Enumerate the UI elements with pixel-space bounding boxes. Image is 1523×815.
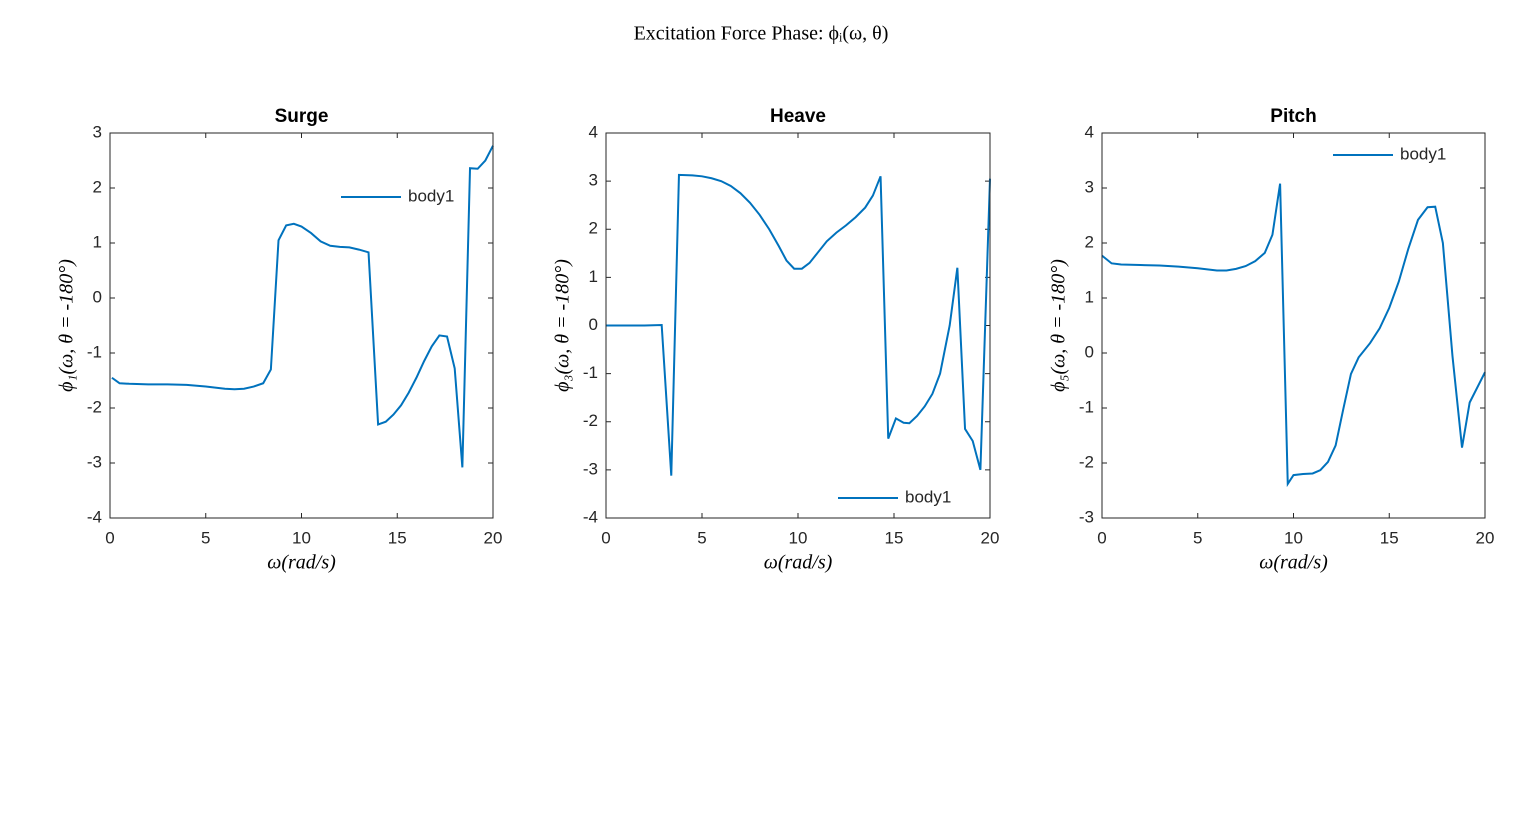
y-tick-label: -1 <box>87 342 102 361</box>
y-tick-label: 1 <box>93 232 102 251</box>
y-tick-label: 1 <box>1085 287 1094 306</box>
x-axis-label: ω(rad/s) <box>267 552 336 574</box>
x-tick-label: 0 <box>1097 528 1106 547</box>
y-tick-label: 0 <box>589 315 598 334</box>
data-line <box>1101 183 1486 488</box>
x-axis-label: ω(rad/s) <box>764 552 833 574</box>
figure-title: Excitation Force Phase: ϕᵢ(ω, θ) <box>634 23 889 45</box>
x-tick-label: 0 <box>601 528 610 547</box>
y-tick-label: -1 <box>583 363 598 382</box>
y-tick-label: 2 <box>93 177 102 196</box>
axes-box <box>1101 132 1486 519</box>
x-tick-label: 15 <box>1380 528 1399 547</box>
y-tick-label: -3 <box>1079 507 1094 526</box>
x-tick-label: 10 <box>789 528 808 547</box>
data-line <box>606 173 991 476</box>
y-tick-label: -3 <box>583 459 598 478</box>
plot-area <box>110 133 493 518</box>
plot-area <box>1102 133 1485 518</box>
y-tick-label: 3 <box>93 122 102 141</box>
y-tick-label: 2 <box>589 219 598 238</box>
x-tick-label: 5 <box>1193 528 1202 547</box>
x-tick-label: 5 <box>201 528 210 547</box>
y-tick-label: 3 <box>589 171 598 190</box>
y-tick-label: 2 <box>1085 232 1094 251</box>
axes-box <box>109 132 494 519</box>
plot-title: Pitch <box>1270 106 1316 127</box>
y-axis-label: ϕ₁(ω, θ = -180°) <box>56 259 78 392</box>
y-tick-label: -4 <box>87 507 102 526</box>
y-tick-label: 4 <box>589 122 598 141</box>
y-axis-label: ϕ₅(ω, θ = -180°) <box>1048 259 1070 392</box>
y-tick-label: -3 <box>87 452 102 471</box>
x-tick-label: 20 <box>484 528 503 547</box>
y-tick-label: -2 <box>583 411 598 430</box>
x-tick-label: 15 <box>388 528 407 547</box>
x-tick-label: 10 <box>292 528 311 547</box>
legend-label: body1 <box>408 186 454 205</box>
legend-label: body1 <box>905 487 951 506</box>
x-tick-label: 0 <box>105 528 114 547</box>
y-tick-label: -2 <box>87 397 102 416</box>
x-axis-label: ω(rad/s) <box>1259 552 1328 574</box>
y-tick-label: -2 <box>1079 452 1094 471</box>
y-tick-label: 4 <box>1085 122 1094 141</box>
x-tick-label: 20 <box>1476 528 1495 547</box>
legend-label: body1 <box>1400 144 1446 163</box>
x-tick-label: 20 <box>981 528 1000 547</box>
x-tick-label: 15 <box>885 528 904 547</box>
y-tick-label: 0 <box>93 287 102 306</box>
plot-title: Heave <box>770 106 826 127</box>
y-axis-label: ϕ₃(ω, θ = -180°) <box>552 259 574 392</box>
plot-title: Surge <box>275 106 329 127</box>
axes-box <box>605 132 991 519</box>
x-tick-label: 5 <box>697 528 706 547</box>
y-tick-label: 3 <box>1085 177 1094 196</box>
y-tick-label: 1 <box>589 267 598 286</box>
y-tick-label: -1 <box>1079 397 1094 416</box>
plot-area <box>606 133 990 518</box>
y-tick-label: 0 <box>1085 342 1094 361</box>
x-tick-label: 10 <box>1284 528 1303 547</box>
data-line <box>111 145 494 468</box>
y-tick-label: -4 <box>583 507 598 526</box>
